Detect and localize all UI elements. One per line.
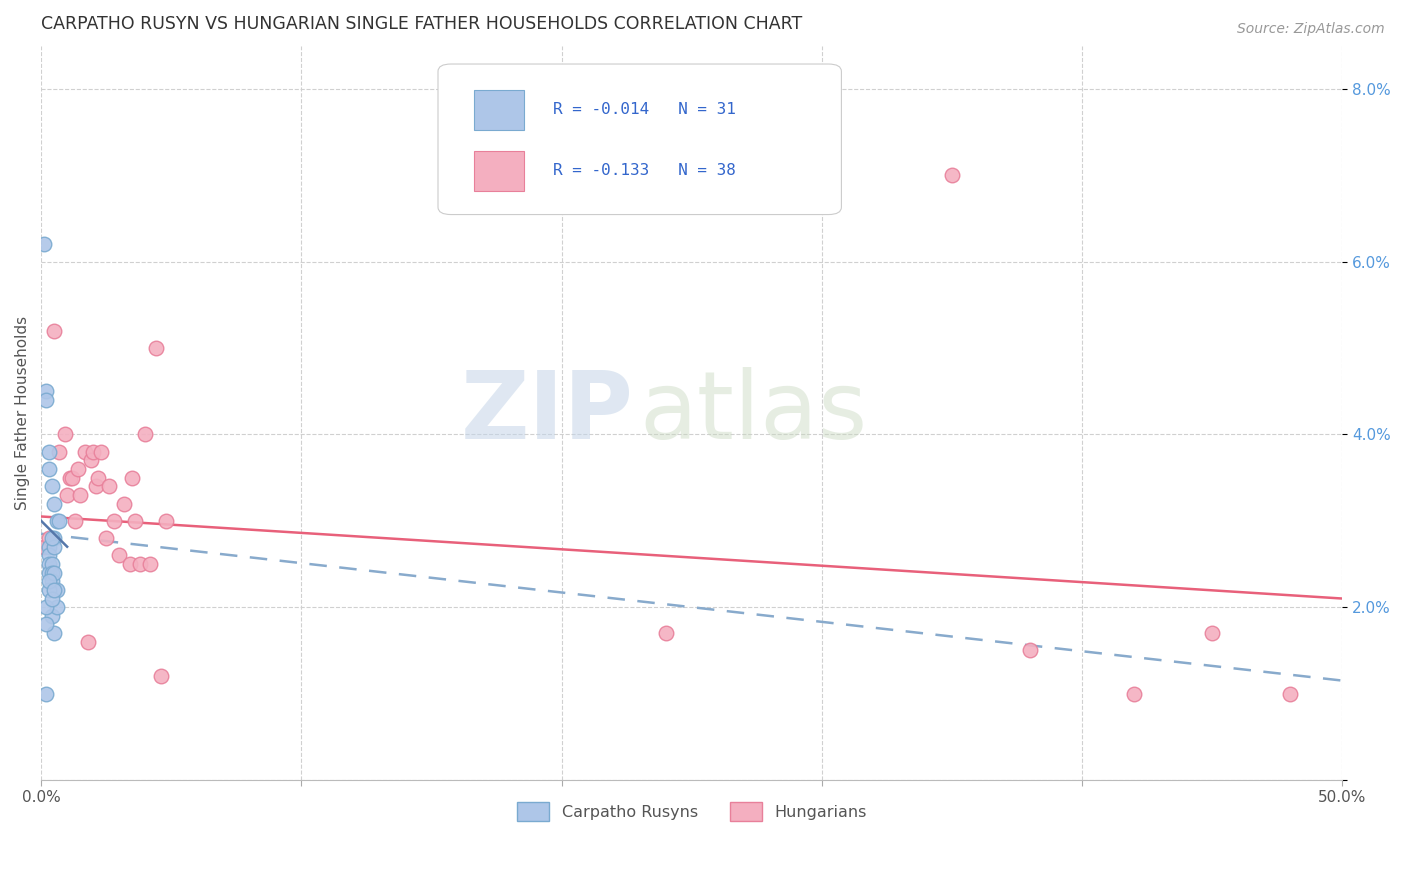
- Point: [103, 514, 125, 528]
- Text: Source: ZipAtlas.com: Source: ZipAtlas.com: [1237, 22, 1385, 37]
- Point: [96, 531, 118, 545]
- Point: [112, 496, 135, 510]
- Point: [42, 582, 65, 597]
- Point: [42, 324, 65, 338]
- Point: [35, 392, 58, 407]
- Point: [155, 514, 177, 528]
- Point: [118, 557, 141, 571]
- Point: [941, 168, 963, 182]
- Point: [1201, 626, 1223, 640]
- Point: [42, 566, 65, 580]
- Point: [82, 444, 104, 458]
- Point: [35, 384, 58, 399]
- Point: [60, 470, 83, 484]
- Point: [41, 591, 63, 606]
- Point: [145, 341, 167, 355]
- Point: [41, 557, 63, 571]
- Point: [134, 427, 156, 442]
- Point: [87, 470, 110, 484]
- Point: [90, 444, 112, 458]
- Point: [38, 540, 60, 554]
- Point: [41, 608, 63, 623]
- Point: [124, 514, 146, 528]
- Point: [63, 514, 86, 528]
- Point: [97, 479, 120, 493]
- Point: [38, 582, 60, 597]
- Point: [149, 669, 172, 683]
- Point: [35, 617, 58, 632]
- Point: [66, 462, 89, 476]
- Point: [41, 531, 63, 545]
- Point: [1279, 687, 1302, 701]
- Point: [38, 557, 60, 571]
- Point: [38, 444, 60, 458]
- Y-axis label: Single Father Households: Single Father Households: [15, 316, 30, 510]
- Point: [45, 600, 67, 615]
- Point: [45, 514, 67, 528]
- Point: [79, 453, 101, 467]
- Point: [41, 574, 63, 589]
- Point: [42, 496, 65, 510]
- Text: R = -0.133   N = 38: R = -0.133 N = 38: [553, 163, 735, 178]
- Point: [42, 626, 65, 640]
- Point: [35, 687, 58, 701]
- Point: [41, 566, 63, 580]
- Point: [41, 479, 63, 493]
- Point: [59, 470, 82, 484]
- Point: [1123, 687, 1146, 701]
- Point: [38, 574, 60, 589]
- Legend: Carpatho Rusyns, Hungarians: Carpatho Rusyns, Hungarians: [510, 796, 873, 827]
- Point: [35, 600, 58, 615]
- Point: [32, 237, 55, 252]
- Point: [38, 549, 60, 563]
- Point: [48, 514, 70, 528]
- Text: CARPATHO RUSYN VS HUNGARIAN SINGLE FATHER HOUSEHOLDS CORRELATION CHART: CARPATHO RUSYN VS HUNGARIAN SINGLE FATHE…: [41, 15, 803, 33]
- Point: [38, 462, 60, 476]
- Point: [84, 479, 107, 493]
- Text: R = -0.014   N = 31: R = -0.014 N = 31: [553, 103, 735, 118]
- Text: atlas: atlas: [640, 367, 868, 458]
- Point: [139, 557, 162, 571]
- Point: [38, 566, 60, 580]
- Point: [45, 582, 67, 597]
- FancyBboxPatch shape: [474, 151, 524, 191]
- Point: [108, 549, 131, 563]
- Point: [42, 540, 65, 554]
- Point: [1019, 643, 1042, 657]
- FancyBboxPatch shape: [474, 90, 524, 130]
- Point: [48, 444, 70, 458]
- Point: [654, 626, 676, 640]
- Point: [121, 470, 143, 484]
- Point: [53, 427, 76, 442]
- Point: [75, 444, 97, 458]
- Point: [56, 488, 79, 502]
- Text: ZIP: ZIP: [460, 367, 633, 458]
- FancyBboxPatch shape: [439, 64, 841, 215]
- Point: [69, 488, 91, 502]
- Point: [38, 531, 60, 545]
- Point: [32, 540, 55, 554]
- Point: [129, 557, 152, 571]
- Point: [42, 531, 65, 545]
- Point: [77, 634, 100, 648]
